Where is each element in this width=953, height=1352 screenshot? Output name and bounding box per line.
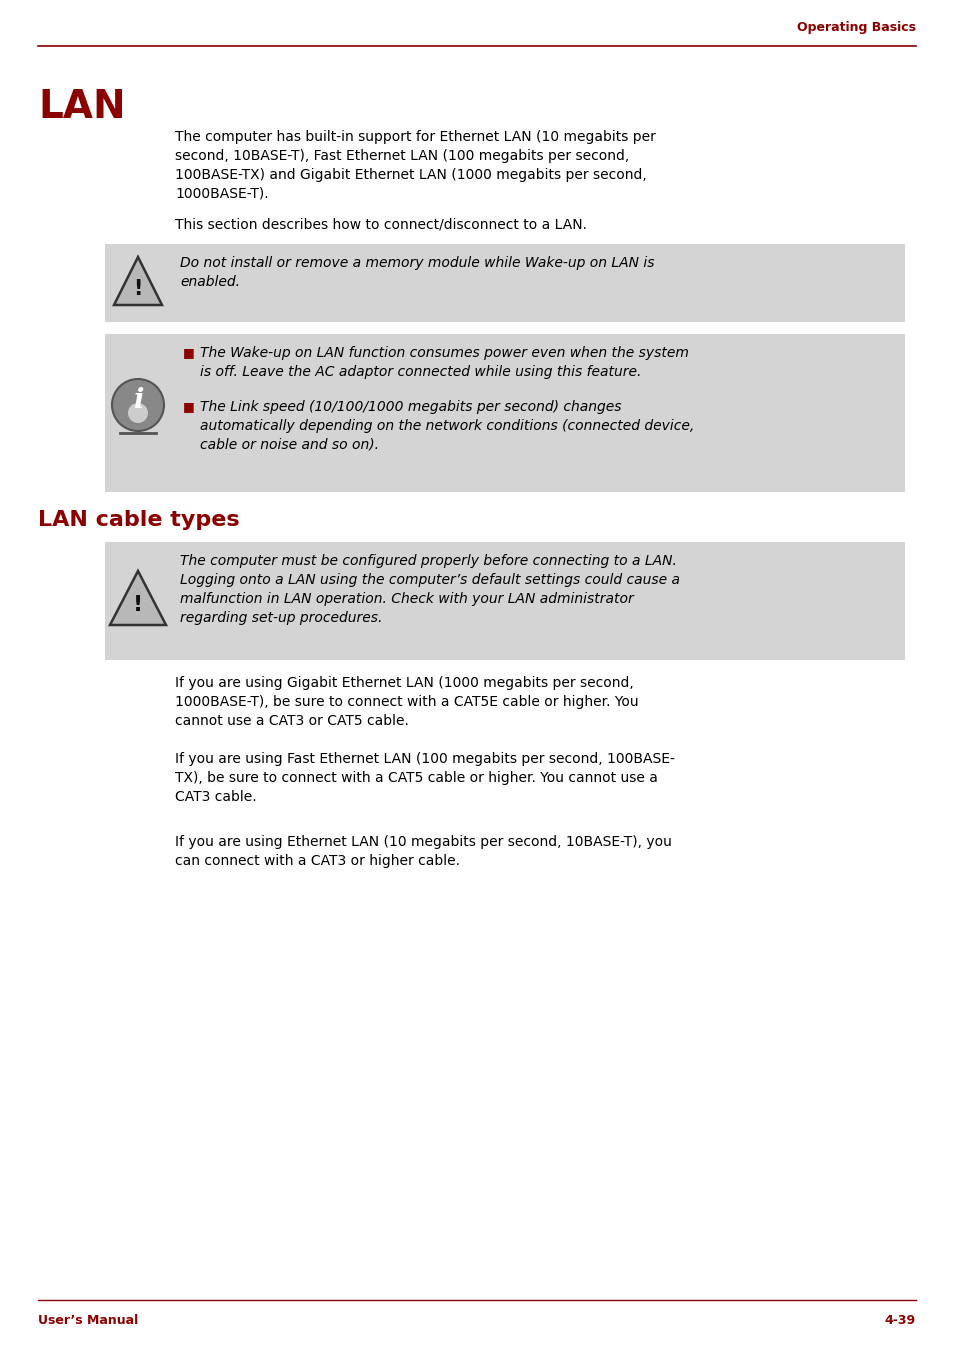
Text: LAN: LAN (38, 88, 126, 126)
Text: The computer must be configured properly before connecting to a LAN.
Logging ont: The computer must be configured properly… (180, 554, 679, 625)
Text: ■: ■ (183, 346, 194, 360)
Text: If you are using Ethernet LAN (10 megabits per second, 10BASE-T), you
can connec: If you are using Ethernet LAN (10 megabi… (174, 836, 671, 868)
FancyBboxPatch shape (105, 334, 904, 492)
Circle shape (128, 403, 148, 423)
Text: If you are using Gigabit Ethernet LAN (1000 megabits per second,
1000BASE-T), be: If you are using Gigabit Ethernet LAN (1… (174, 676, 638, 727)
Text: Operating Basics: Operating Basics (796, 22, 915, 35)
Text: This section describes how to connect/disconnect to a LAN.: This section describes how to connect/di… (174, 218, 586, 233)
Polygon shape (113, 257, 162, 306)
Text: 4-39: 4-39 (884, 1314, 915, 1326)
FancyBboxPatch shape (105, 243, 904, 322)
Text: User’s Manual: User’s Manual (38, 1314, 138, 1326)
Text: The Link speed (10/100/1000 megabits per second) changes
automatically depending: The Link speed (10/100/1000 megabits per… (200, 400, 694, 452)
Text: i: i (132, 388, 143, 415)
FancyBboxPatch shape (105, 542, 904, 660)
Text: !: ! (133, 279, 143, 299)
Circle shape (112, 379, 164, 431)
Text: If you are using Fast Ethernet LAN (100 megabits per second, 100BASE-
TX), be su: If you are using Fast Ethernet LAN (100 … (174, 752, 674, 804)
Text: LAN cable types: LAN cable types (38, 510, 239, 530)
Text: Do not install or remove a memory module while Wake-up on LAN is
enabled.: Do not install or remove a memory module… (180, 256, 654, 289)
Text: !: ! (132, 595, 143, 615)
Text: ■: ■ (183, 400, 194, 412)
Polygon shape (110, 571, 166, 625)
Text: The computer has built-in support for Ethernet LAN (10 megabits per
second, 10BA: The computer has built-in support for Et… (174, 130, 656, 201)
Text: The Wake-up on LAN function consumes power even when the system
is off. Leave th: The Wake-up on LAN function consumes pow… (200, 346, 688, 379)
